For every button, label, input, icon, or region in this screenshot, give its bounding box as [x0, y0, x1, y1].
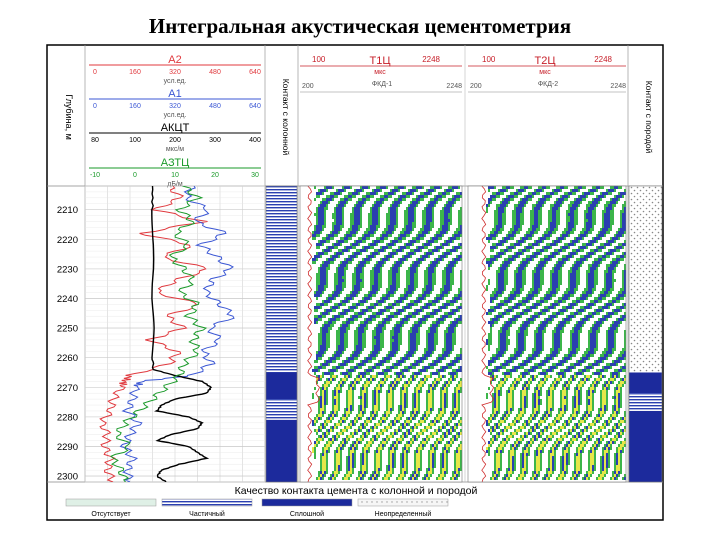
legend-title: Качество контакта цемента с колонной и п… — [235, 485, 478, 497]
curve-scale-A3TC: 20 — [211, 172, 219, 179]
vdl1-sub-left: 200 — [302, 83, 314, 90]
curve-scale-A2: 640 — [249, 69, 261, 76]
vdl2-unit: мкс — [539, 69, 551, 76]
curve-scale-A1: 640 — [249, 103, 261, 110]
depth-axis-title: Глубина, м — [64, 94, 74, 140]
curve-unit-A3TC: дБ/м — [167, 181, 183, 188]
curve-unit-AKCT: мкс/м — [166, 146, 184, 153]
curve-name-AKCT: АКЦТ — [161, 122, 190, 134]
vdl1-wavetrain — [299, 185, 463, 483]
contact-segment — [629, 410, 662, 482]
contact-segment — [629, 186, 662, 373]
formation-contact-track — [628, 185, 663, 483]
contact-segment — [266, 186, 297, 373]
vdl2-wavetrain — [464, 45, 627, 483]
curve-scale-AKCT: 400 — [249, 137, 261, 144]
curve-unit-A2: усл.ед. — [164, 78, 187, 85]
vdl2-sub-right: 2248 — [610, 83, 626, 90]
curve-scale-AKCT: 100 — [129, 137, 141, 144]
series-line-A2 — [99, 186, 208, 482]
vdl2-scale-right: 2248 — [594, 55, 612, 64]
page-title: Интегральная акустическая цементометрия — [148, 14, 572, 38]
vdl1-sub: ФКД-1 — [372, 81, 392, 88]
curve-scale-A3TC: -10 — [90, 172, 100, 179]
depth-tick-2280: 2280 — [57, 412, 78, 423]
legend: Отсутствует Частичный Сплошной Неопределенн… — [65, 498, 449, 518]
vdl2-sub-left: 200 — [470, 83, 482, 90]
curve-scale-A1: 480 — [209, 103, 221, 110]
legend-swatch-3 — [357, 498, 449, 507]
vdl2-header: 100 2248 Т2Ц мкс 200 ФКД-2 2248 — [468, 55, 626, 93]
contact-segment — [266, 419, 297, 482]
curve-scale-A3TC: 10 — [171, 172, 179, 179]
depth-tick-labels: 2210 2220 2230 2240 2250 2260 2270 2280 2290 2300 — [57, 205, 78, 482]
curve-scale-A3TC: 0 — [133, 172, 137, 179]
vdl1-header: 100 2248 Т1Ц мкс 200 ФКД-1 2248 — [300, 55, 462, 93]
curve-lines — [99, 186, 235, 482]
curve-name-A2: А2 — [168, 54, 181, 66]
depth-tick-2220: 2220 — [57, 235, 78, 246]
contact-segment — [266, 372, 297, 400]
curve-name-A3TC: АЗТЦ — [161, 157, 189, 169]
legend-label-1: Частичный — [189, 510, 225, 518]
series-line-AKCT — [151, 186, 213, 482]
casing-contact-header: Контакт с колонной — [281, 79, 291, 156]
vdl1-unit: мкс — [374, 69, 386, 76]
curve-scale-A1: 320 — [169, 103, 181, 110]
curve-scale-A3TC: 30 — [251, 172, 259, 179]
vdl1-scale-left: 100 — [312, 55, 326, 64]
formation-contact-header: Контакт с породой — [644, 81, 654, 154]
vdl1-name: Т1Ц — [370, 55, 391, 67]
depth-tick-2240: 2240 — [57, 294, 78, 305]
curve-scale-AKCT: 200 — [169, 137, 181, 144]
legend-label-3: Неопределенный — [375, 510, 432, 518]
legend-swatch-1 — [161, 498, 253, 507]
legend-label-2: Сплошной — [290, 510, 324, 518]
vdl1-scale-right: 2248 — [422, 55, 440, 64]
casing-contact-track — [265, 185, 298, 483]
curve-scale-AKCT: 300 — [209, 137, 221, 144]
curve-unit-A1: усл.ед. — [164, 112, 187, 119]
curve-scale-A2: 0 — [93, 69, 97, 76]
vdl2-sub: ФКД-2 — [538, 81, 558, 88]
depth-tick-2250: 2250 — [57, 324, 78, 335]
contact-segment — [266, 399, 297, 420]
vdl1-sub-right: 2248 — [446, 83, 462, 90]
contact-segment — [629, 372, 662, 394]
depth-tick-2300: 2300 — [57, 472, 78, 483]
curve-scale-AKCT: 80 — [91, 137, 99, 144]
legend-swatch-0 — [65, 498, 157, 507]
contact-segment — [629, 393, 662, 411]
series-line-A1 — [119, 186, 235, 482]
depth-tick-2210: 2210 — [57, 205, 78, 216]
vdl2-name: Т2Ц — [535, 55, 556, 67]
legend-swatch-2 — [261, 498, 353, 507]
depth-tick-2270: 2270 — [57, 383, 78, 394]
curve-scale-A2: 160 — [129, 69, 141, 76]
depth-tick-2260: 2260 — [57, 353, 78, 364]
legend-label-0: Отсутствует — [91, 511, 131, 518]
series-line-A3TC — [110, 186, 208, 482]
curve-scale-A2: 480 — [209, 69, 221, 76]
curve-name-A1: А1 — [168, 88, 181, 100]
depth-tick-2290: 2290 — [57, 442, 78, 453]
curve-scale-A1: 0 — [93, 103, 97, 110]
curve-scale-A2: 320 — [169, 69, 181, 76]
curve-scale-A1: 160 — [129, 103, 141, 110]
vdl2-scale-left: 100 — [482, 55, 496, 64]
depth-tick-2230: 2230 — [57, 264, 78, 275]
track1-header: А2 0 160 320 480 640 усл.ед. А1 0 160 320 480 640 усл… — [89, 54, 261, 188]
